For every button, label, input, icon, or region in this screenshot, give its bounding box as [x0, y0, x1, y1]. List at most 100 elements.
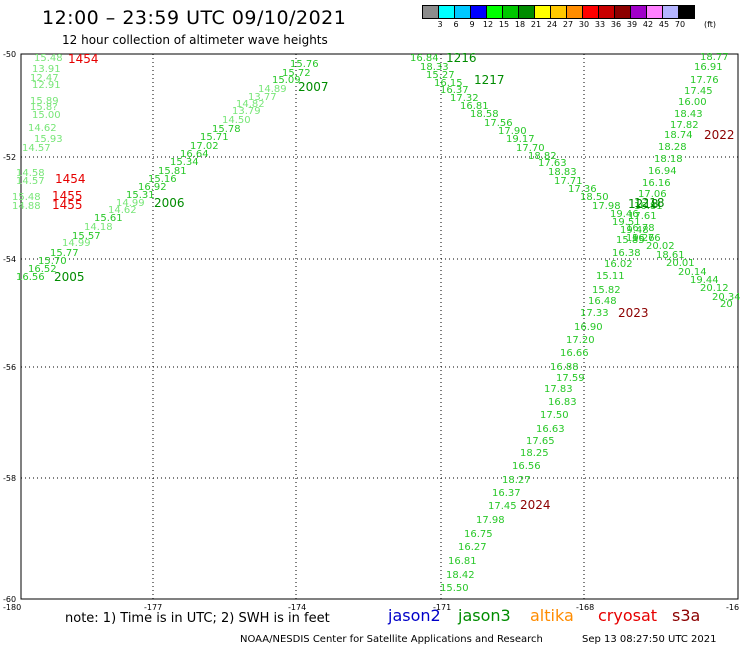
wave-height-value: 14.57: [22, 143, 51, 154]
wave-height-value: 16.37: [492, 488, 521, 499]
color-scale-labels: 3 6 9 12 15 18 21 24 27 30 33 36 39 42 45 70: [422, 20, 740, 32]
legend-jason2: jason2: [388, 606, 441, 625]
pass-time-label: 2005: [54, 270, 85, 284]
wave-height-value: 18.25: [520, 448, 549, 459]
wave-height-value: 17.06: [638, 189, 667, 200]
wave-height-value: 17.50: [540, 410, 569, 421]
wave-height-value: 18.61: [656, 250, 685, 261]
wave-height-value: 15.11: [596, 271, 625, 282]
latitude-label: -58: [3, 474, 16, 483]
wave-height-value: 15.78: [212, 124, 241, 135]
wave-height-value: 16.38: [612, 248, 641, 259]
wave-height-value: 15.85: [616, 235, 645, 246]
wave-height-value: 18.82: [528, 151, 557, 162]
pass-time-label: 1454: [55, 172, 86, 186]
wave-height-value: 17.65: [526, 436, 555, 447]
wave-height-value: 15.34: [170, 157, 199, 168]
longitude-label: -180: [3, 603, 21, 612]
wave-height-value: 16.91: [694, 62, 723, 73]
wave-height-value: 15.48: [34, 53, 63, 64]
wave-height-value: 17.90: [498, 126, 527, 137]
wave-height-value: 17.71: [554, 176, 583, 187]
wave-height-value: 14.99: [116, 198, 145, 209]
pass-time-label: 1218: [628, 197, 659, 211]
color-scale-tick: 3: [437, 20, 443, 29]
wave-height-value: 14.99: [62, 238, 91, 249]
wave-height-value: 15.89: [30, 96, 59, 107]
wave-height-value: 14.58: [16, 168, 45, 179]
map-frame: [20, 53, 739, 600]
wave-height-value: 18.42: [446, 570, 475, 581]
wave-height-value: 19.26: [626, 233, 655, 244]
pass-time-label: 2022: [704, 128, 735, 142]
wave-height-value: 15.70: [38, 256, 67, 267]
color-scale-tick: 42: [642, 20, 654, 29]
wave-height-value: 17.45: [684, 86, 713, 97]
wave-height-value: 15.50: [440, 583, 469, 594]
wave-height-value: 17.82: [670, 120, 699, 131]
wave-height-value: 17.98: [476, 515, 505, 526]
wave-height-value: 15.00: [32, 110, 61, 121]
wave-height-value: 16.83: [548, 397, 577, 408]
legend-s3a: s3a: [672, 606, 701, 625]
color-scale-tick: 30: [578, 20, 590, 29]
color-scale-tick: 33: [594, 20, 606, 29]
color-scale-unit: (ft): [704, 20, 717, 29]
color-scale-tick: 27: [562, 20, 574, 29]
wave-height-value: 19.51: [612, 217, 641, 228]
wave-height-value: 16.90: [574, 322, 603, 333]
wave-height-value: 16.37: [440, 85, 469, 96]
wave-height-value: 17.02: [190, 141, 219, 152]
wave-height-value: 16.75: [464, 529, 493, 540]
wave-height-value: 18.77: [700, 52, 729, 63]
wave-height-value: 16.84: [410, 53, 439, 64]
wave-height-value: 13.77: [248, 92, 277, 103]
latitude-label: -54: [3, 255, 16, 264]
color-scale-tick: 39: [626, 20, 638, 29]
wave-height-value: 20.01: [666, 258, 695, 269]
wave-height-value: 17.63: [538, 158, 567, 169]
color-scale-tick: 24: [546, 20, 558, 29]
wave-height-value: 17.36: [568, 184, 597, 195]
wave-height-value: 17.70: [516, 143, 545, 154]
wave-height-value: 16.02: [604, 259, 633, 270]
credit-text: NOAA/NESDIS Center for Satellite Applica…: [240, 634, 543, 645]
legend-jason3: jason3: [458, 606, 511, 625]
wave-height-value: 18.28: [658, 142, 687, 153]
wave-height-value: 16.56: [16, 272, 45, 283]
wave-height-value: 20: [720, 299, 733, 310]
wave-height-value: 14.82: [236, 99, 265, 110]
wave-height-value: 12.47: [30, 73, 59, 84]
pass-time-label: 1218: [634, 196, 665, 210]
color-scale-tick: 36: [610, 20, 622, 29]
wave-height-value: 19.44: [690, 275, 719, 286]
wave-height-value: 16.81: [448, 556, 477, 567]
legend-cryosat: cryosat: [598, 606, 658, 625]
wave-height-value: 15.57: [72, 231, 101, 242]
wave-height-value: 17.61: [628, 211, 657, 222]
longitude-label: -174: [288, 603, 306, 612]
wave-height-value: 18.74: [664, 130, 693, 141]
pass-time-label: 1216: [446, 51, 477, 65]
wave-height-value: 15.61: [94, 213, 123, 224]
wave-height-value: 19.17: [506, 134, 535, 145]
wave-height-value: 16.00: [678, 97, 707, 108]
wave-height-value: 15.8?: [30, 102, 58, 113]
pass-time-label: 2023: [618, 306, 649, 320]
wave-height-value: 16.56: [512, 461, 541, 472]
pass-time-label: 1455: [52, 189, 83, 203]
wave-height-value: 13.91: [32, 64, 61, 75]
wave-height-value: 15.77: [50, 248, 79, 259]
wave-height-value: 16.81: [634, 201, 663, 212]
pass-time-label: 1217: [474, 73, 505, 87]
latitude-label: -50: [3, 50, 16, 59]
wave-height-value: 14.50: [222, 115, 251, 126]
wave-height-value: 17.59: [556, 373, 585, 384]
map-title: 12:00 – 23:59 UTC 09/10/2021: [42, 7, 347, 29]
footnote: note: 1) Time is in UTC; 2) SWH is in fe…: [65, 611, 330, 626]
wave-height-value: 14.89: [258, 84, 287, 95]
longitude-label: -171: [433, 603, 451, 612]
wave-height-value: 16.81: [460, 101, 489, 112]
